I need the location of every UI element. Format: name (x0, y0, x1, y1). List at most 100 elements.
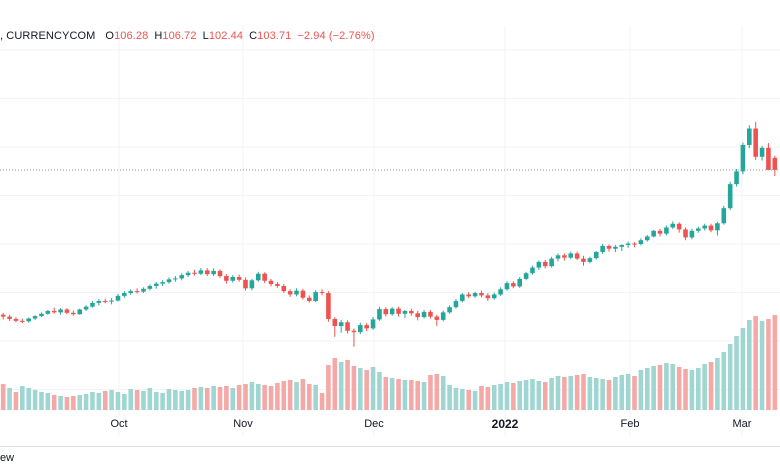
volume-bar (549, 378, 554, 410)
volume-bar (358, 368, 363, 410)
candle-body (389, 308, 395, 315)
volume-bar (39, 392, 44, 410)
candle-body (753, 128, 758, 157)
candle-body (358, 325, 363, 333)
candle-body (440, 312, 446, 320)
volume-bar (440, 376, 446, 410)
footer-link[interactable]: ew (0, 452, 15, 464)
candle-body (294, 290, 299, 295)
volume-bar (179, 391, 185, 410)
volume-bar (587, 377, 593, 410)
low-value: 102.44 (208, 30, 244, 42)
volume-bar (262, 385, 267, 410)
volume-bar (766, 319, 771, 410)
change-value: −2.94 (−2.76%) (297, 30, 375, 42)
volume-bar (351, 366, 357, 410)
candle-body (306, 297, 312, 302)
candle-body (683, 229, 688, 238)
candle-body (549, 258, 554, 267)
volume-bar (511, 383, 516, 410)
candle-body (115, 295, 121, 301)
volume-bar (498, 384, 503, 410)
volume-bar (326, 365, 331, 410)
candle-body (179, 275, 185, 279)
candle-body (134, 291, 140, 293)
volume-bar (415, 381, 420, 410)
volume-bar (772, 315, 778, 410)
candle-body (498, 289, 503, 295)
volume-bar (294, 382, 299, 410)
volume-bar (230, 388, 236, 410)
candle-body (759, 147, 765, 157)
candle-body (377, 309, 382, 320)
chart-footer: ew (0, 446, 780, 471)
volume-bar (306, 384, 312, 410)
candle-body (332, 318, 338, 327)
candle-body (77, 309, 83, 315)
volume-bar (664, 363, 669, 410)
volume-bar (702, 364, 707, 410)
volume-bar (51, 395, 57, 410)
volume-bar (134, 390, 140, 410)
candle-body (370, 319, 376, 329)
x-tick-feb: Feb (620, 418, 640, 430)
volume-bar (13, 392, 19, 410)
candle-body (766, 147, 771, 170)
volume-bar (370, 367, 376, 410)
volume-bar (421, 382, 427, 410)
candle-body (13, 318, 19, 321)
candle-body (453, 301, 459, 308)
volume-bar (319, 393, 325, 410)
candle-body (421, 311, 427, 318)
candle-body (523, 273, 529, 279)
candle-body (192, 272, 197, 274)
volume-bar (721, 352, 727, 410)
volume-bar (90, 392, 95, 410)
open-value: 106.28 (114, 30, 149, 42)
volume-bar (204, 388, 210, 410)
candle-body (255, 273, 261, 281)
candle-body (243, 279, 248, 289)
candlestick-chart[interactable] (0, 26, 780, 436)
candle-body (153, 283, 159, 286)
chart-top-bar (0, 0, 780, 26)
candle-body (128, 291, 134, 294)
close-value: 103.71 (257, 30, 292, 42)
volume-bar (198, 387, 204, 410)
candle-body (530, 267, 535, 274)
chart-area[interactable] (0, 26, 780, 436)
volume-bar (517, 381, 523, 410)
candle-body (0, 314, 6, 317)
candle-body (574, 253, 580, 259)
volume-bar (402, 380, 408, 410)
candle-body (651, 230, 656, 237)
volume-bar (389, 378, 395, 410)
volume-bar (160, 393, 165, 410)
candle-body (313, 292, 318, 302)
volume-bar (568, 376, 574, 410)
candle-body (479, 293, 484, 296)
time-axis[interactable]: Oct Nov Dec 2022 Feb Mar (0, 417, 780, 450)
candle-body (281, 285, 287, 292)
candle-body (64, 309, 70, 313)
candle-body (345, 322, 350, 331)
volume-bar (287, 380, 293, 410)
volume-bar (20, 386, 25, 410)
candle-body (204, 270, 210, 275)
open-label: O (105, 30, 115, 42)
volume-bar (58, 396, 63, 410)
candle-body (428, 311, 433, 317)
candle-body (434, 316, 440, 320)
volume-bar (0, 384, 6, 410)
candle-body (338, 322, 344, 327)
volume-bar (715, 358, 720, 410)
candle-body (71, 312, 76, 315)
candle-body (721, 208, 727, 224)
candle-body (632, 243, 637, 245)
volume-bar (644, 368, 650, 410)
volume-bar (491, 385, 497, 410)
volume-bar (485, 387, 491, 410)
candle-body (102, 301, 108, 303)
volume-bar (695, 368, 701, 410)
volume-bar (606, 380, 612, 410)
